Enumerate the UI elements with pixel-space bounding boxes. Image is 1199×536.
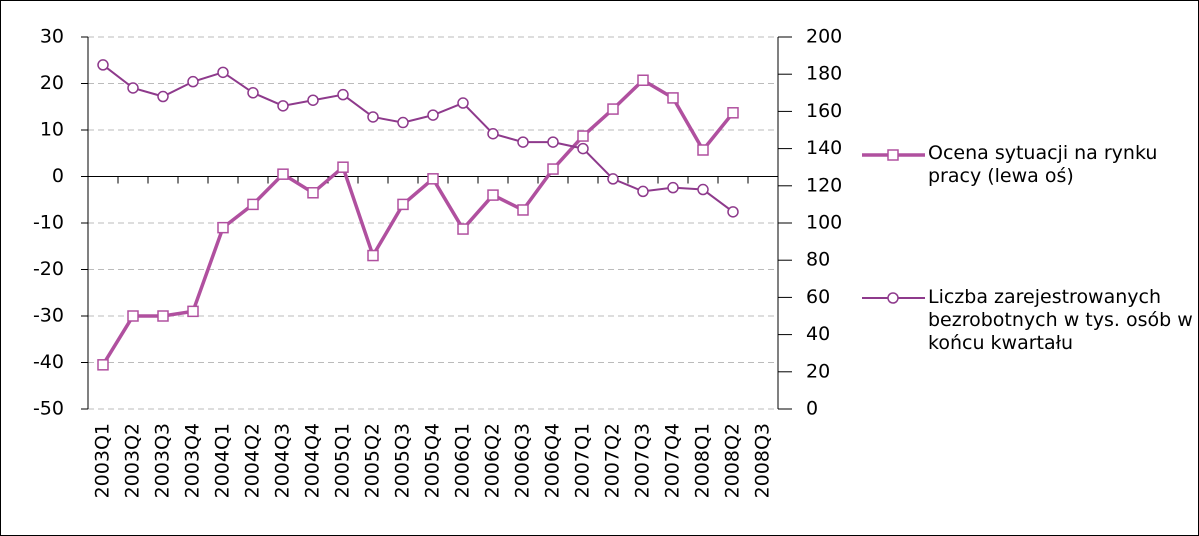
marker: [457, 223, 469, 235]
x-tick-label: 2008Q1: [692, 423, 714, 498]
marker: [277, 100, 289, 112]
y-tick-label: -30: [33, 305, 64, 327]
marker: [697, 144, 709, 156]
y-tick-label: -20: [33, 258, 64, 280]
legend-marker: [887, 149, 899, 161]
marker: [577, 142, 589, 155]
marker: [727, 107, 739, 119]
marker: [427, 109, 439, 121]
y2-tick-label: 20: [806, 360, 830, 382]
marker: [127, 82, 139, 94]
marker: [247, 198, 259, 211]
x-tick-label: 2005Q3: [392, 423, 414, 498]
marker: [277, 168, 289, 180]
legend-label: Liczba zarejestrowanych bezrobotnych w t…: [928, 286, 1193, 354]
series-line: [101, 78, 735, 366]
marker: [337, 88, 349, 101]
y2-tick-label: 60: [806, 286, 830, 308]
y2-tick-label: 140: [806, 137, 842, 159]
x-tick-label: 2006Q3: [512, 423, 534, 498]
marker: [157, 310, 169, 322]
marker: [547, 163, 559, 175]
marker: [637, 185, 649, 198]
legend-label: Ocena sytuacji na rynku pracy (lewa oś): [928, 142, 1158, 187]
x-tick-label: 2005Q1: [332, 423, 354, 498]
y2-tick-label: 180: [806, 63, 842, 85]
legend-marker: [887, 292, 899, 304]
x-tick-label: 2003Q4: [182, 423, 204, 498]
y2-tick-label: 160: [806, 100, 842, 122]
marker: [397, 116, 409, 129]
marker: [217, 221, 229, 234]
marker: [637, 74, 649, 86]
marker: [397, 198, 409, 211]
x-tick-label: 2004Q2: [242, 423, 264, 498]
marker: [337, 161, 349, 173]
x-tick-label: 2008Q2: [722, 423, 744, 498]
y2-tick-label: 40: [806, 323, 830, 345]
x-tick-label: 2003Q1: [92, 423, 114, 498]
x-tick-label: 2007Q4: [662, 423, 684, 498]
x-tick-label: 2005Q2: [362, 423, 384, 498]
marker: [367, 111, 379, 123]
y-tick-label: 30: [40, 26, 64, 48]
y2-tick-label: 0: [806, 398, 818, 420]
marker: [547, 136, 559, 148]
x-tick-label: 2004Q4: [302, 423, 324, 498]
marker: [457, 97, 469, 109]
y2-tick-label: 200: [806, 26, 842, 48]
x-tick-label: 2006Q2: [482, 423, 504, 498]
marker: [217, 66, 229, 79]
y-tick-label: -50: [33, 398, 64, 420]
x-tick-label: 2007Q3: [632, 423, 654, 498]
marker: [487, 189, 499, 201]
marker: [157, 90, 169, 103]
marker: [697, 183, 709, 196]
marker: [517, 136, 529, 148]
marker: [727, 206, 739, 218]
y2-tick-label: 120: [806, 174, 842, 196]
x-tick-label: 2006Q4: [542, 423, 564, 498]
y-tick-label: 20: [40, 72, 64, 94]
y2-tick-label: 80: [806, 249, 830, 271]
marker: [487, 127, 499, 140]
y-tick-label: 10: [40, 119, 64, 141]
marker: [367, 249, 379, 262]
x-tick-label: 2005Q4: [422, 423, 444, 498]
marker: [97, 359, 109, 371]
marker: [307, 187, 319, 199]
y-tick-label: 0: [52, 165, 64, 187]
x-tick-label: 2008Q3: [752, 423, 774, 498]
y-tick-label: -10: [33, 212, 64, 234]
marker: [577, 130, 589, 142]
marker: [127, 310, 139, 322]
x-tick-label: 2004Q3: [272, 423, 294, 498]
y2-tick-label: 100: [806, 212, 842, 234]
x-tick-label: 2006Q1: [452, 423, 474, 498]
x-tick-label: 2007Q2: [602, 423, 624, 498]
y-tick-label: -40: [33, 351, 64, 373]
marker: [427, 173, 439, 185]
x-tick-label: 2007Q1: [572, 423, 594, 498]
marker: [307, 94, 319, 106]
marker: [667, 92, 679, 104]
marker: [607, 173, 619, 185]
series-line: [102, 64, 734, 213]
x-tick-label: 2003Q2: [122, 423, 144, 498]
marker: [607, 103, 619, 115]
marker: [187, 305, 199, 318]
marker: [97, 59, 109, 71]
marker: [247, 87, 259, 99]
x-tick-label: 2004Q1: [212, 423, 234, 498]
x-tick-label: 2003Q3: [152, 423, 174, 498]
marker: [187, 75, 199, 88]
marker: [517, 204, 529, 216]
marker: [667, 181, 679, 194]
